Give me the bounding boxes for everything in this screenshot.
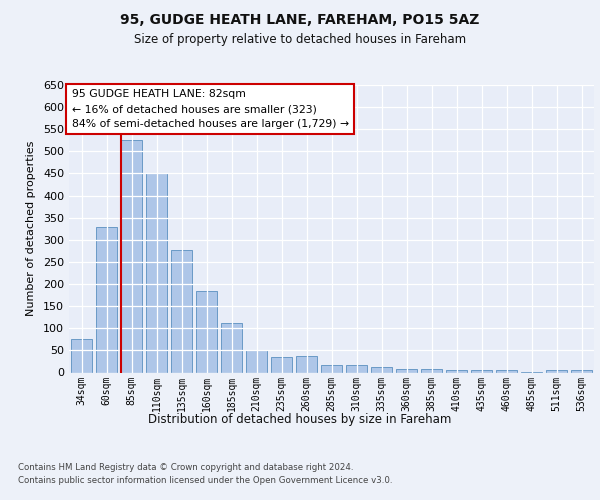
Bar — [96, 226, 117, 372]
Bar — [146, 174, 167, 372]
Bar — [71, 340, 92, 372]
Bar — [471, 370, 492, 372]
Y-axis label: Number of detached properties: Number of detached properties — [26, 141, 36, 316]
Text: Contains public sector information licensed under the Open Government Licence v3: Contains public sector information licen… — [18, 476, 392, 485]
Bar — [171, 250, 192, 372]
Bar — [321, 364, 342, 372]
Bar — [246, 350, 267, 372]
Text: Size of property relative to detached houses in Fareham: Size of property relative to detached ho… — [134, 32, 466, 46]
Bar — [446, 370, 467, 372]
Bar — [546, 370, 567, 372]
Text: Distribution of detached houses by size in Fareham: Distribution of detached houses by size … — [148, 412, 452, 426]
Bar — [271, 357, 292, 372]
Text: 95, GUDGE HEATH LANE, FAREHAM, PO15 5AZ: 95, GUDGE HEATH LANE, FAREHAM, PO15 5AZ — [121, 12, 479, 26]
Text: 95 GUDGE HEATH LANE: 82sqm
← 16% of detached houses are smaller (323)
84% of sem: 95 GUDGE HEATH LANE: 82sqm ← 16% of deta… — [71, 90, 349, 129]
Bar — [196, 290, 217, 372]
Bar — [421, 369, 442, 372]
Bar — [221, 322, 242, 372]
Text: Contains HM Land Registry data © Crown copyright and database right 2024.: Contains HM Land Registry data © Crown c… — [18, 462, 353, 471]
Bar — [121, 140, 142, 372]
Bar — [396, 368, 417, 372]
Bar — [496, 370, 517, 372]
Bar — [346, 365, 367, 372]
Bar — [571, 370, 592, 372]
Bar — [296, 356, 317, 372]
Bar — [371, 367, 392, 372]
